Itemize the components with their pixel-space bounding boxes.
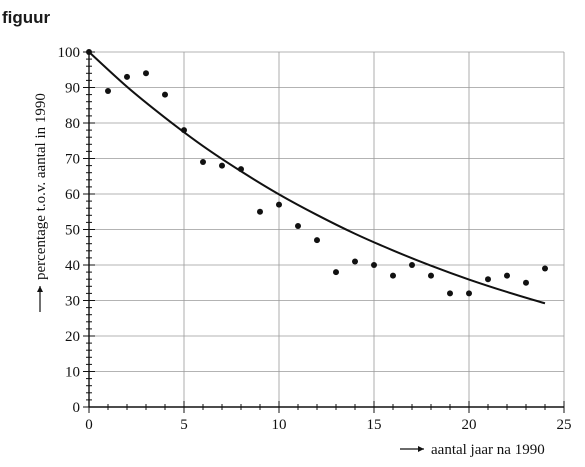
y-tick-label: 0 (73, 400, 81, 416)
y-tick-label: 40 (65, 258, 80, 274)
data-point (409, 262, 415, 268)
data-point (276, 201, 282, 208)
y-tick-label: 30 (65, 294, 80, 310)
data-point (447, 290, 453, 297)
y-tick-label: 90 (65, 81, 80, 97)
y-tick-label: 80 (65, 116, 80, 132)
data-point (523, 279, 529, 286)
data-point (124, 73, 130, 80)
data-point (105, 88, 111, 95)
axes (83, 51, 565, 413)
data-point (86, 49, 92, 55)
data-point (428, 272, 434, 279)
x-tick-label: 5 (180, 417, 188, 433)
y-axis-label: percentage t.o.v. aantal in 1990 (33, 93, 49, 280)
data-point (219, 162, 225, 169)
data-point (485, 276, 491, 283)
x-tick-label: 25 (557, 417, 572, 433)
y-tick-label: 10 (65, 365, 80, 381)
data-point (314, 237, 320, 244)
data-point (542, 265, 548, 272)
y-axis-label-group: percentage t.o.v. aantal in 1990 (33, 93, 49, 312)
data-point (143, 70, 149, 77)
data-point (504, 272, 510, 279)
x-axis-label: aantal jaar na 1990 (431, 442, 545, 458)
data-point (333, 269, 339, 276)
data-point (295, 222, 301, 229)
y-tick-label: 20 (65, 329, 80, 345)
data-point (200, 159, 206, 166)
figure-label: figuur (2, 8, 51, 27)
data-point (390, 272, 396, 279)
x-tick-label: 10 (272, 417, 287, 433)
y-tick-label: 60 (65, 187, 80, 203)
data-point (181, 127, 187, 134)
x-tick-label: 0 (85, 417, 93, 433)
data-point (371, 262, 377, 268)
y-tick-label: 50 (65, 223, 80, 239)
grid (88, 51, 565, 408)
data-point (238, 166, 244, 173)
data-point (162, 91, 168, 98)
data-point (257, 208, 263, 215)
x-tick-label: 15 (367, 417, 382, 433)
data-point (352, 258, 358, 265)
data-points (86, 49, 548, 297)
y-tick-label: 70 (65, 152, 80, 168)
x-tick-label: 20 (462, 417, 477, 433)
data-point (466, 290, 472, 297)
y-tick-label: 100 (58, 45, 81, 61)
tick-labels: 0 5 10 15 20 25 0 10 20 30 40 50 60 70 80 90 100 (58, 45, 572, 433)
x-axis-label-group: aantal jaar na 1990 (400, 442, 545, 458)
trend-curve (88, 51, 546, 305)
